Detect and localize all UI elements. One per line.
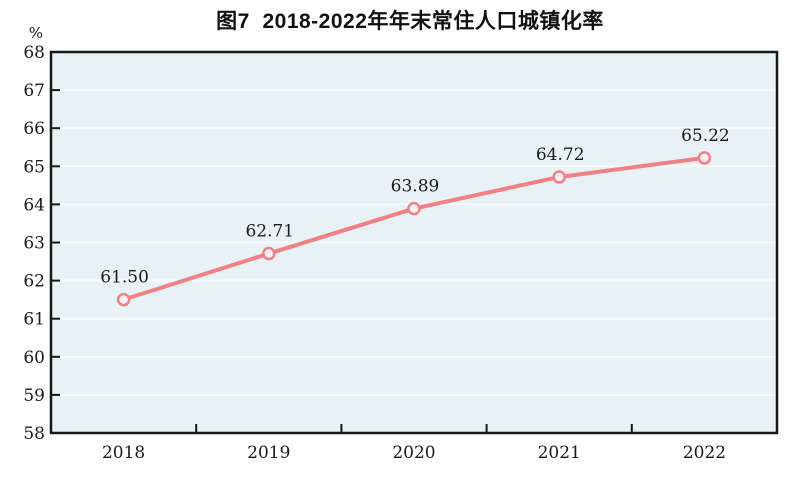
data-point-label: 64.72 xyxy=(536,145,585,165)
data-point-label: 62.71 xyxy=(245,222,294,242)
y-axis-label: 58 xyxy=(23,424,45,444)
y-axis-label: 65 xyxy=(23,157,45,177)
y-axis-label: 64 xyxy=(23,195,45,215)
x-axis-label: 2022 xyxy=(683,443,726,463)
y-axis-label: 66 xyxy=(23,119,45,139)
x-axis-label: 2021 xyxy=(538,443,581,463)
y-axis-label: 61 xyxy=(23,310,45,330)
x-axis-label: 2019 xyxy=(247,443,290,463)
y-axis-label: 59 xyxy=(23,386,45,406)
x-axis-label: 2020 xyxy=(392,443,435,463)
data-point-label: 65.22 xyxy=(681,126,730,146)
y-axis-unit-label: % xyxy=(28,24,43,42)
y-axis-label: 68 xyxy=(23,43,45,63)
data-point-marker xyxy=(407,201,421,216)
y-axis-label: 67 xyxy=(23,81,45,101)
data-point-marker xyxy=(552,170,566,184)
y-axis-label: 62 xyxy=(23,272,45,292)
data-point-marker xyxy=(116,292,131,307)
data-point-marker xyxy=(697,151,712,165)
chart-title: 图7 2018-2022年年末常住人口城镇化率 xyxy=(216,10,604,33)
data-point-label: 63.89 xyxy=(391,177,440,197)
y-axis-label: 63 xyxy=(23,234,45,254)
data-point-label: 61.50 xyxy=(100,268,149,288)
y-axis-label: 60 xyxy=(23,348,45,368)
x-axis-label: 2018 xyxy=(102,443,145,463)
data-point-marker xyxy=(262,246,276,261)
plot-border xyxy=(49,50,779,435)
